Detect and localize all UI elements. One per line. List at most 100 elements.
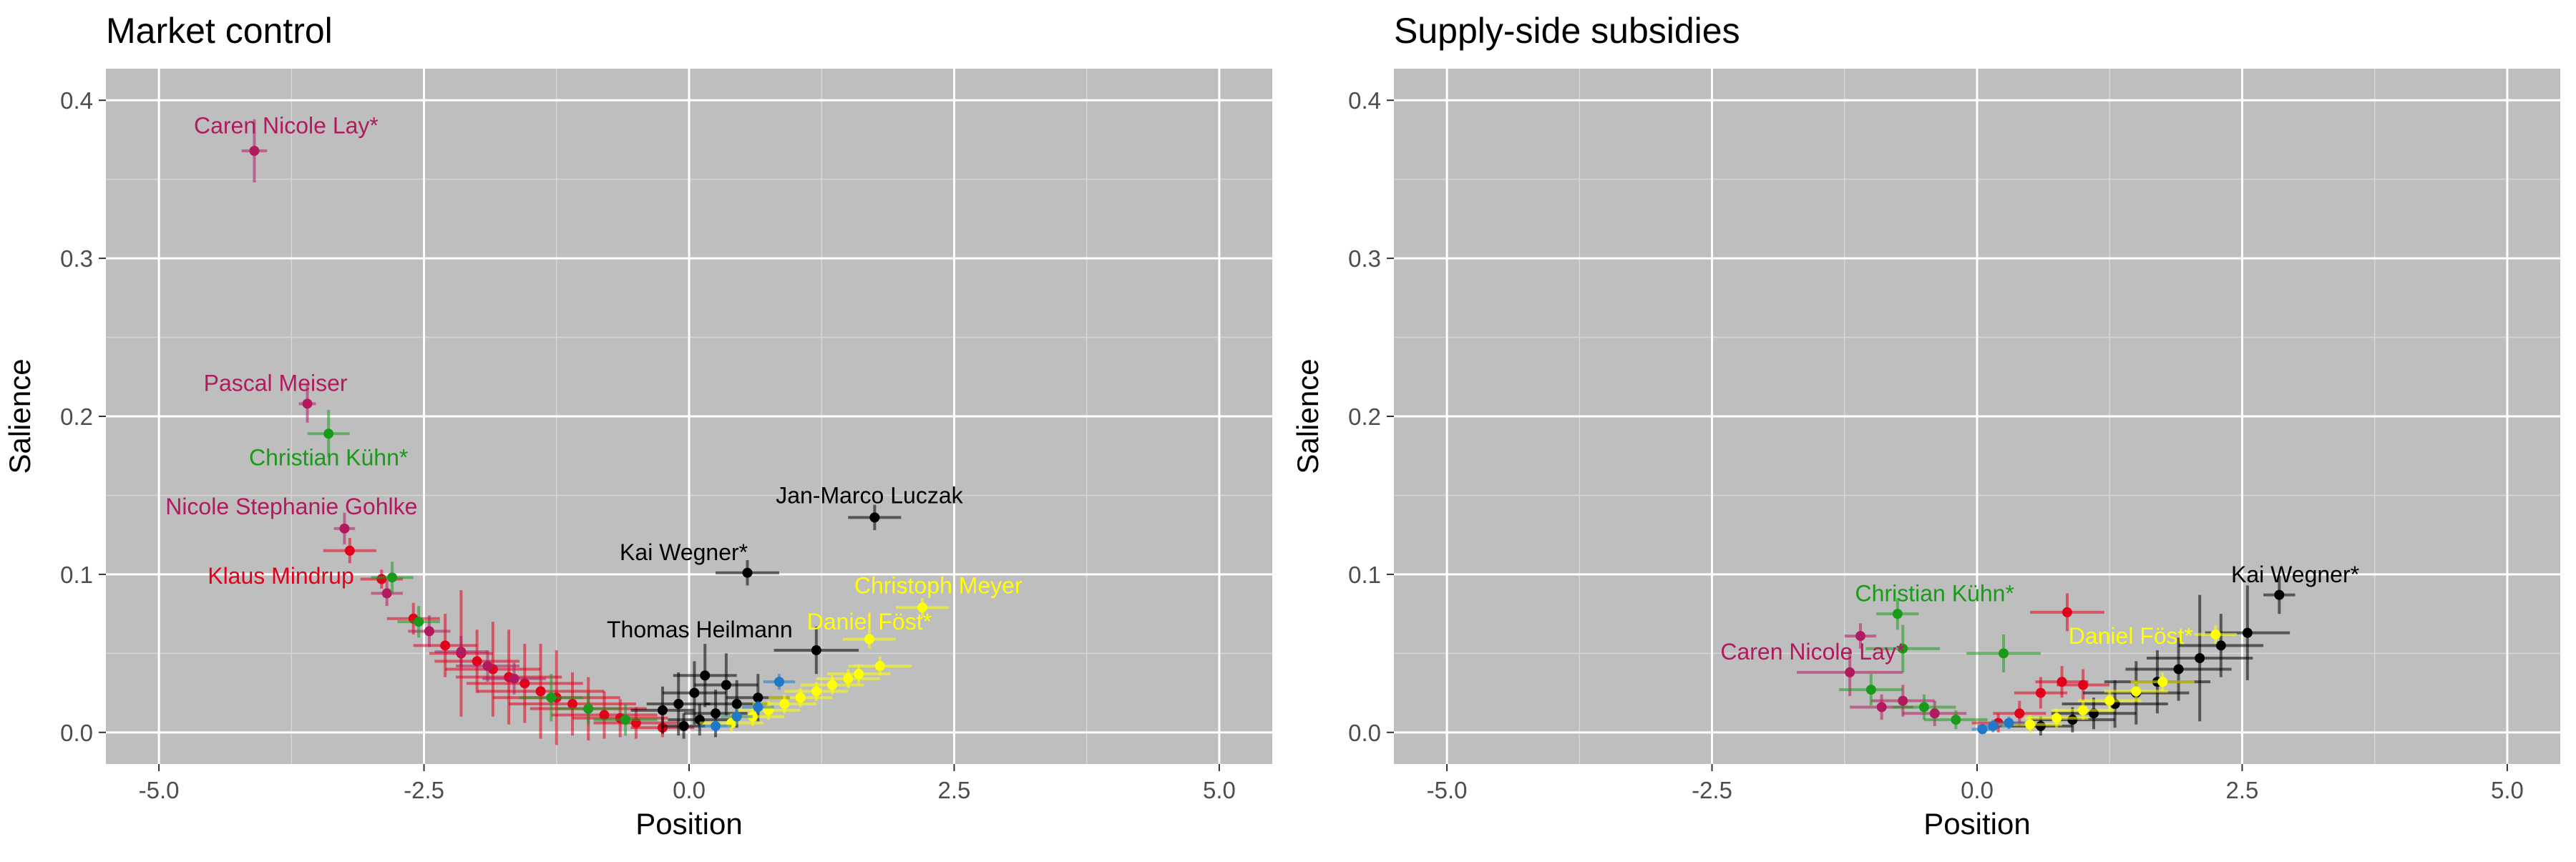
x-tick-label: -5.0 <box>139 777 180 803</box>
data-point <box>2242 627 2253 638</box>
data-point <box>731 711 742 722</box>
data-point <box>2195 652 2205 663</box>
data-point <box>2035 720 2046 731</box>
x-tick-label: 5.0 <box>1203 777 1236 803</box>
y-tick-label: 0.1 <box>60 562 93 588</box>
point-label: Daniel Föst* <box>2069 623 2193 649</box>
panel-title: Supply-side subsidies <box>1394 11 1740 51</box>
y-axis-title: Salience <box>3 358 36 474</box>
y-tick-label: 0.2 <box>1348 403 1381 430</box>
x-axis-title: Position <box>635 807 742 841</box>
data-point <box>1892 609 1903 619</box>
data-point <box>414 617 424 627</box>
data-point <box>731 699 742 710</box>
y-tick-label: 0.2 <box>60 403 93 430</box>
data-point <box>323 428 334 439</box>
data-point <box>843 673 854 684</box>
data-point <box>1999 648 2009 659</box>
y-tick-label: 0.1 <box>1348 562 1381 588</box>
data-point <box>1876 702 1887 712</box>
series-3 <box>1839 598 2041 730</box>
point-label: Nicole Stephanie Gohlke <box>165 494 417 519</box>
data-point <box>827 680 838 690</box>
y-tick-label: 0.3 <box>1348 245 1381 272</box>
data-point <box>2274 589 2285 600</box>
data-point <box>711 708 721 719</box>
panel-1: -5.0 -2.5 0.0 2.5 5.0 0.0 0.1 0.2 0.3 0.4 Market c… <box>3 11 1272 841</box>
data-point <box>689 687 700 698</box>
y-tick-label: 0.4 <box>1348 87 1381 114</box>
data-point <box>339 523 350 534</box>
data-point <box>1845 667 1855 677</box>
x-tick-label: 2.5 <box>2226 777 2259 803</box>
y-tick-label: 0.4 <box>60 87 93 114</box>
y-axis-title: Salience <box>1291 358 1324 474</box>
point-label: Daniel Föst* <box>807 609 932 635</box>
data-point <box>864 634 874 645</box>
data-point <box>567 699 577 710</box>
data-point <box>2062 607 2072 617</box>
data-point <box>1855 631 1865 642</box>
y-tick-label: 0.3 <box>60 245 93 272</box>
data-point <box>2004 717 2014 728</box>
point-label: Klaus Mindrup <box>208 563 354 589</box>
data-point <box>811 686 821 697</box>
series-6 <box>699 674 796 733</box>
data-point <box>2035 687 2046 698</box>
data-point <box>1898 695 1908 706</box>
data-point <box>440 640 451 651</box>
x-tick-label: -5.0 <box>1427 777 1468 803</box>
data-point <box>2067 715 2078 725</box>
point-label: Kai Wegner* <box>620 539 748 565</box>
x-tick-label: 0.0 <box>673 777 706 803</box>
panel-title: Market control <box>106 11 333 51</box>
point-label: Caren Nicole Lay* <box>194 113 379 139</box>
data-point <box>700 670 711 681</box>
point-label: Jan-Marco Luczak <box>776 482 963 508</box>
series-5 <box>1998 625 2238 735</box>
data-point <box>657 705 668 715</box>
data-point <box>387 572 398 583</box>
data-point <box>2014 708 2025 719</box>
data-point <box>2025 719 2036 730</box>
data-point <box>344 545 355 556</box>
data-point <box>874 661 885 672</box>
data-point <box>917 602 927 613</box>
data-point <box>583 703 594 714</box>
x-tick-label: -2.5 <box>404 777 444 803</box>
data-point <box>779 699 790 710</box>
x-tick-label: 0.0 <box>1961 777 1994 803</box>
data-point <box>535 686 546 697</box>
data-point <box>673 699 684 710</box>
panel-2: -5.0 -2.5 0.0 2.5 5.0 0.0 0.1 0.2 0.3 0.4 Supply-s… <box>1291 11 2560 841</box>
data-point <box>2210 629 2221 640</box>
x-tick-label: 2.5 <box>938 777 971 803</box>
data-point <box>456 647 467 657</box>
data-point <box>2078 705 2089 715</box>
point-label: Kai Wegner* <box>2231 562 2359 587</box>
data-point <box>2051 712 2062 723</box>
data-point <box>2104 695 2115 706</box>
series-3 <box>307 410 658 736</box>
data-point <box>302 398 313 409</box>
data-point <box>2215 640 2226 651</box>
data-point <box>678 720 689 731</box>
data-point <box>753 692 763 703</box>
data-point <box>854 669 864 680</box>
data-point <box>424 626 434 637</box>
data-point <box>2157 677 2168 687</box>
data-point <box>376 574 387 584</box>
data-point <box>1918 702 1929 712</box>
point-label: Christian Kühn* <box>249 444 408 470</box>
data-point <box>711 720 721 731</box>
series-2 <box>241 119 546 695</box>
data-point <box>1898 643 1908 654</box>
data-point <box>721 680 731 690</box>
y-tick-label: 0.0 <box>60 720 93 746</box>
data-point <box>381 588 392 599</box>
data-point <box>2173 664 2184 675</box>
data-point <box>774 677 784 687</box>
data-point <box>1929 708 1940 719</box>
point-label: Pascal Meiser <box>204 371 348 396</box>
